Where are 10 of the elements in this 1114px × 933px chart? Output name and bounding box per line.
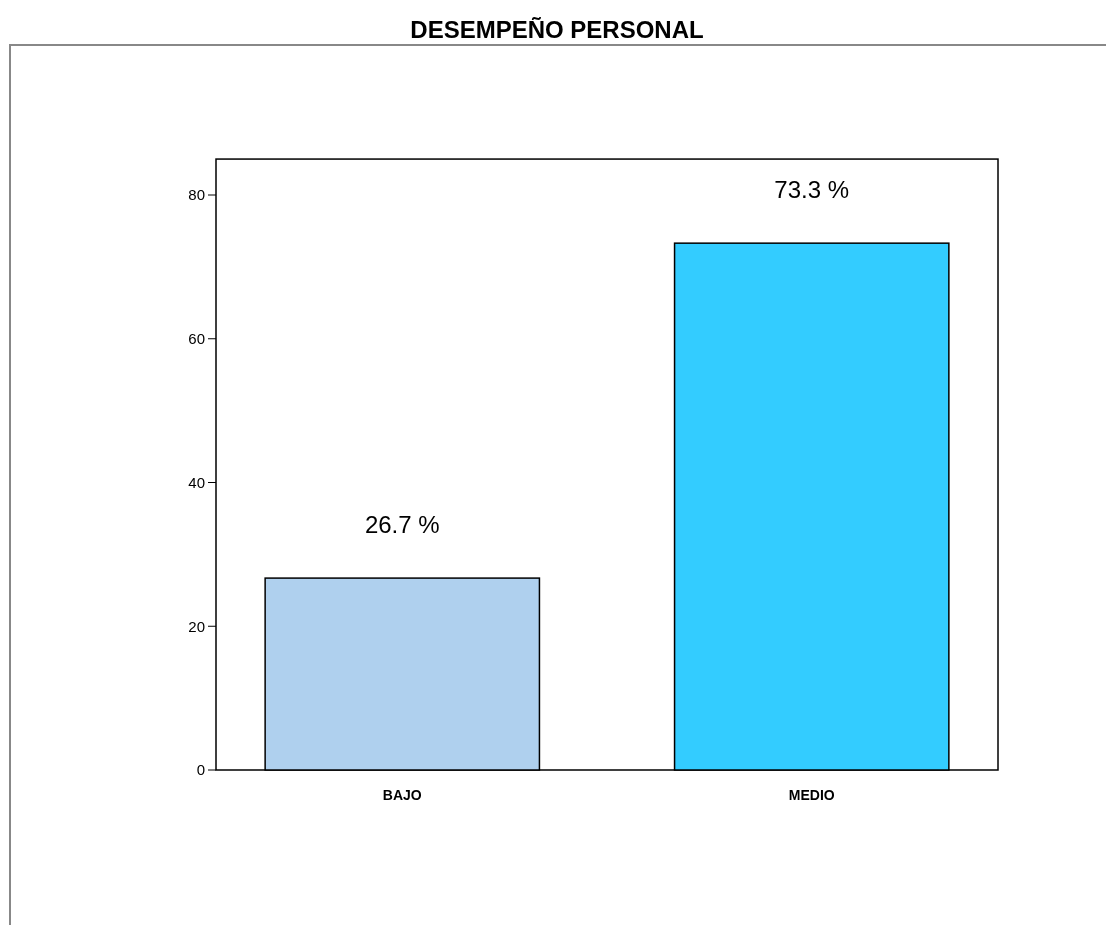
x-tick-label: BAJO <box>382 787 422 803</box>
y-tick-label: 40 <box>188 473 205 491</box>
x-tick-label: MEDIO <box>788 787 835 803</box>
chart-title: DESEMPEÑO PERSONAL <box>410 16 704 43</box>
y-tick-label: 60 <box>188 330 205 347</box>
data-label: 73.3 % <box>774 176 850 204</box>
y-tick-label: 80 <box>188 186 205 204</box>
data-label: 26.7 % <box>364 511 440 539</box>
y-tick-label: 20 <box>188 617 205 635</box>
y-tick-label: 0 <box>196 761 205 779</box>
